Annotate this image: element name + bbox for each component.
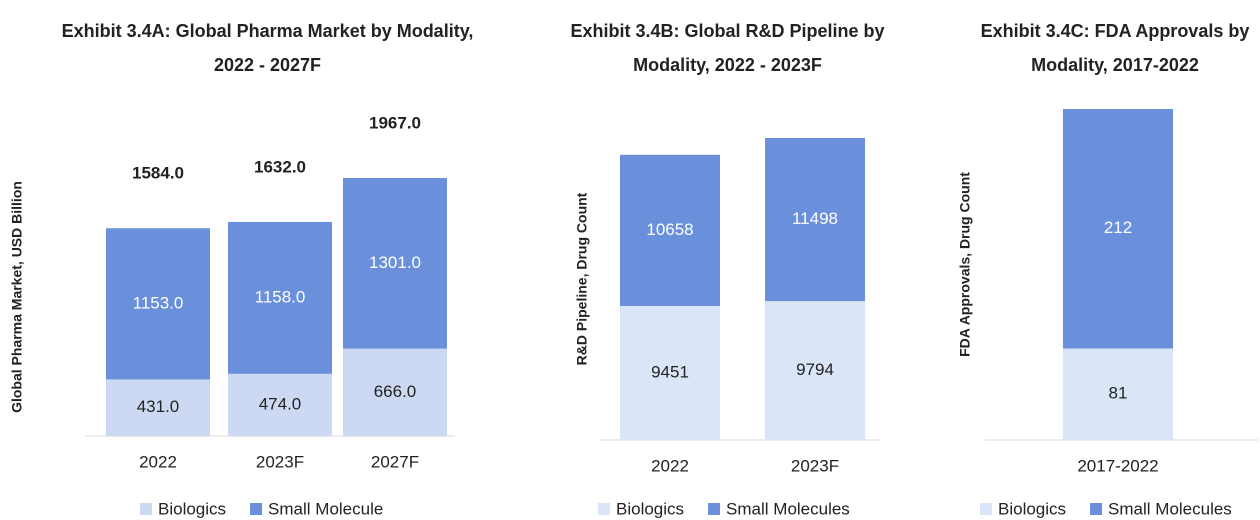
chart-title: Exhibit 3.4C: FDA Approvals by Modality,… [980, 21, 1250, 75]
legend-swatch [140, 503, 152, 515]
legend-label: Small Molecules [726, 499, 850, 518]
legend-swatch [1090, 503, 1103, 515]
legend-label: Small Molecule [268, 499, 383, 518]
legend-label: Biologics [158, 499, 226, 518]
legend-swatch [980, 503, 992, 515]
bar-segment [1063, 348, 1173, 440]
bar-segment [106, 228, 210, 380]
y-axis-label: R&D Pipeline, Drug Count [574, 192, 590, 365]
chart-title: Exhibit 3.4B: Global R&D Pipeline by Mod… [570, 21, 885, 75]
total-label: 1584.0 [132, 164, 184, 183]
x-tick-label: 2022 [139, 452, 177, 471]
bar-segment [620, 154, 720, 306]
data-label: 474.0 [259, 394, 302, 413]
data-label: 10658 [646, 220, 693, 239]
legend-swatch [708, 503, 721, 515]
bar-segment [765, 138, 865, 302]
x-tick-label: 2023F [791, 456, 839, 475]
bar-segment [343, 348, 447, 436]
data-label: 212 [1104, 218, 1132, 237]
bar-segment [343, 178, 447, 349]
y-axis-label: Global Pharma Market, USD Billion [9, 181, 25, 413]
legend-label: Small Molecules [1108, 499, 1232, 518]
data-label: 1153.0 [133, 293, 184, 312]
x-tick-label: 2027F [371, 452, 419, 471]
bar-segment [620, 305, 720, 440]
data-label: 1301.0 [369, 253, 421, 272]
data-label: 9794 [796, 360, 834, 379]
legend-swatch [250, 503, 263, 515]
legend-swatch [598, 503, 610, 515]
legend-label: Biologics [616, 499, 684, 518]
data-label: 9451 [651, 362, 689, 381]
bar-segment [228, 221, 332, 374]
x-tick-label: 2023F [256, 452, 304, 471]
bar-segment [765, 301, 865, 440]
x-tick-label: 2017-2022 [1077, 456, 1158, 475]
data-label: 666.0 [374, 382, 417, 401]
legend-label: Biologics [998, 499, 1066, 518]
bar-segment [228, 373, 332, 436]
total-label: 1967.0 [369, 113, 421, 132]
chart-title: Exhibit 3.4A: Global Pharma Market by Mo… [61, 21, 474, 75]
total-label: 1632.0 [254, 157, 306, 176]
bar-segment [1063, 109, 1173, 349]
data-label: 1158.0 [255, 287, 306, 306]
x-tick-label: 2022 [651, 456, 689, 475]
data-label: 11498 [792, 209, 838, 228]
data-label: 81 [1109, 384, 1128, 403]
bar-segment [106, 379, 210, 436]
y-axis-label: FDA Approvals, Drug Count [957, 172, 973, 357]
data-label: 431.0 [137, 397, 180, 416]
